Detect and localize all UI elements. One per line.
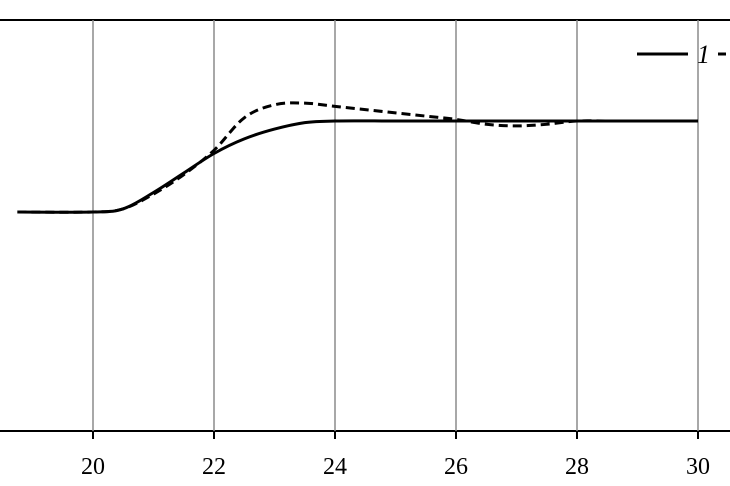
series-1-solid-line [17, 119, 698, 214]
series-lines [17, 101, 698, 214]
vertical-gridlines [92, 20, 699, 431]
x-tick-label-20: 20 [81, 454, 105, 480]
series-2-dashed-line [17, 101, 698, 214]
x-axis-ticks [92, 431, 699, 439]
x-tick-label-30: 30 [686, 454, 710, 480]
x-axis-tick-labels: 20 22 24 26 28 30 [81, 454, 710, 480]
x-tick-label-28: 28 [565, 454, 589, 480]
x-tick-label-26: 26 [444, 454, 468, 480]
legend-series-1-label: 1 [697, 40, 710, 69]
x-tick-label-24: 24 [323, 454, 347, 480]
x-tick-label-22: 22 [202, 454, 226, 480]
legend: 1 [637, 40, 730, 69]
